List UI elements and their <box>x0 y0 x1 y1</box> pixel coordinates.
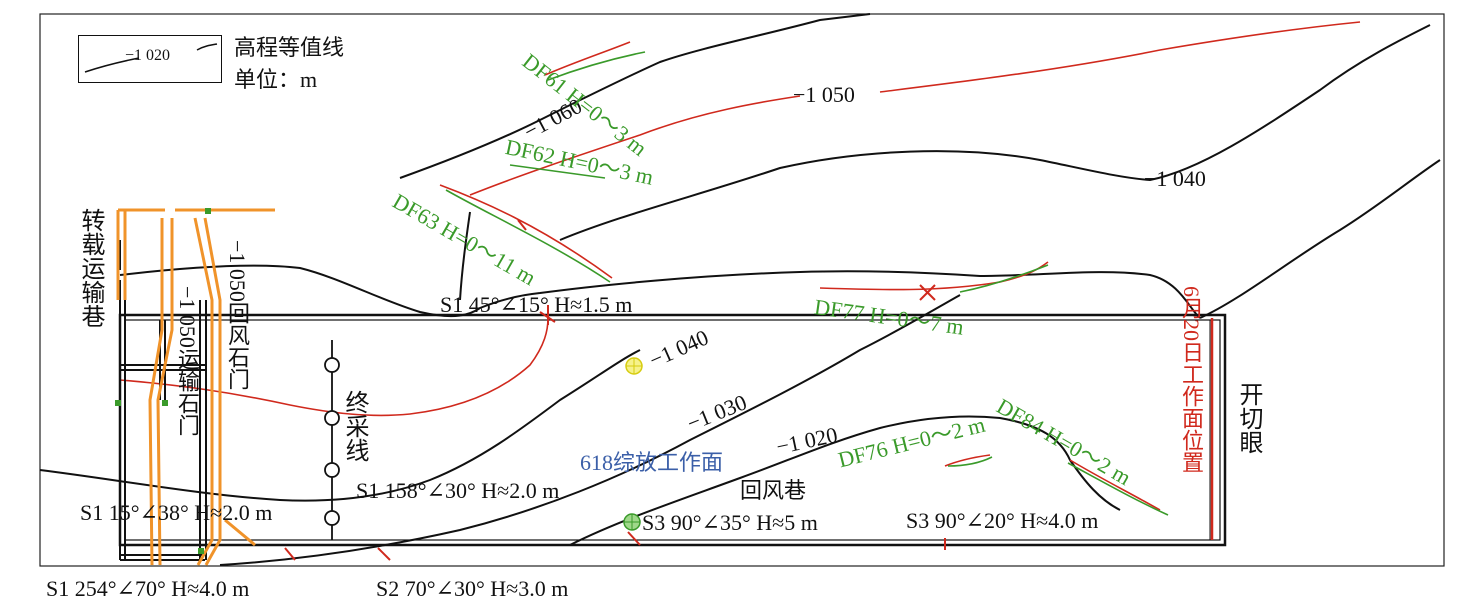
contour-line-1040-right <box>1199 159 1441 319</box>
fault-df61-line <box>547 51 646 81</box>
location-markers <box>623 357 643 531</box>
map-frame <box>39 13 1445 567</box>
level-line-red-2 <box>879 21 1361 93</box>
contour-line-1020 <box>569 415 1121 546</box>
structure-label-s1-158: S1 158°∠30° H≈2.0 m <box>356 478 560 503</box>
contour-line-1040-lower <box>39 349 641 502</box>
red-ticks <box>284 219 946 561</box>
marker-green-4 <box>198 548 204 554</box>
label-cut-hole: 开切眼 <box>1235 382 1261 454</box>
marker-green-1 <box>115 400 121 406</box>
return-crosscut <box>193 217 222 566</box>
fault-trace-df61 <box>544 41 631 76</box>
marker-green-3 <box>205 208 211 214</box>
contour-line-1050-upper <box>559 24 1431 241</box>
legend-sample-value: −1 020 <box>125 47 171 64</box>
legend-unit: 单位：m <box>234 67 318 92</box>
structure-label-s1-45: S1 45°∠15° H≈1.5 m <box>440 292 633 317</box>
fault-df77-line <box>959 264 1049 293</box>
contour-label-1040-top: −1 040 <box>1144 166 1206 191</box>
haul-crosscut <box>148 218 174 566</box>
contour-label-1050: −1 050 <box>793 82 855 107</box>
structure-label-s1-254: S1 254°∠70° H≈4.0 m <box>46 576 250 601</box>
stop-line-hole-3 <box>324 462 340 478</box>
label-return-airway: 回风巷 <box>740 478 807 503</box>
bottom-orange-spur <box>224 518 256 547</box>
fault-df76-line <box>947 456 993 467</box>
transfer-roadway <box>116 210 127 300</box>
tick-9 <box>919 284 936 301</box>
stop-line-hole-4 <box>324 510 340 526</box>
structure-label-s2-70: S2 70°∠30° H≈3.0 m <box>376 576 569 601</box>
tick-2 <box>377 547 391 561</box>
fault-df62-line <box>509 164 606 179</box>
stop-line-hole-1 <box>324 357 340 373</box>
legend-box: −1 020 <box>78 35 222 83</box>
contour-line-1040-upper <box>119 264 1201 319</box>
fault-df84-line <box>1067 462 1169 516</box>
structure-label-s3-90-20: S3 90°∠20° H≈4.0 m <box>906 508 1099 533</box>
label-haul-crosscut: −1 050运输石门 <box>175 286 200 436</box>
label-transfer-roadway: 转载运输巷 <box>77 208 103 328</box>
structure-label-s1-15: S1 15°∠38° H≈2.0 m <box>80 500 273 525</box>
red-traces <box>119 21 1361 511</box>
label-stop-line: 终采线 <box>341 390 367 462</box>
roadway-bottom <box>120 554 205 561</box>
fault-trace-df76 <box>944 454 991 467</box>
fault-trace-df63 <box>439 184 613 279</box>
marker-green-2 <box>162 400 168 406</box>
label-face-position: 6月20日工作面位置 <box>1179 286 1204 473</box>
contour-line-1050-gully <box>459 211 471 301</box>
orange-roadways <box>116 208 275 566</box>
stop-line-hole-2 <box>324 410 340 426</box>
label-face-name: 618综放工作面 <box>580 450 724 475</box>
legend-sample-line <box>84 43 218 73</box>
roadway-left-vertical <box>119 280 126 560</box>
contour-line-1060 <box>399 13 871 179</box>
structure-label-s3-90-35: S3 90°∠35° H≈5 m <box>642 510 818 535</box>
level-line-red <box>469 95 801 196</box>
fault-lenses <box>445 51 1169 516</box>
stop-line <box>324 340 340 540</box>
legend-title: 高程等值线 <box>234 35 345 60</box>
tick-3 <box>627 531 641 546</box>
roadway-red-line <box>119 317 549 417</box>
fault-df63-line <box>445 189 611 283</box>
fault-trace-df84 <box>1069 459 1161 511</box>
contour-line-1030 <box>219 294 961 566</box>
cut-hole-strip <box>1209 319 1221 541</box>
contour-lines <box>39 13 1441 566</box>
green-markers <box>115 208 211 554</box>
tick-1 <box>284 547 296 561</box>
tick-7 <box>517 219 527 231</box>
label-return-crosscut: −1 050回风石门 <box>225 240 250 390</box>
roadway-cross <box>199 300 207 560</box>
